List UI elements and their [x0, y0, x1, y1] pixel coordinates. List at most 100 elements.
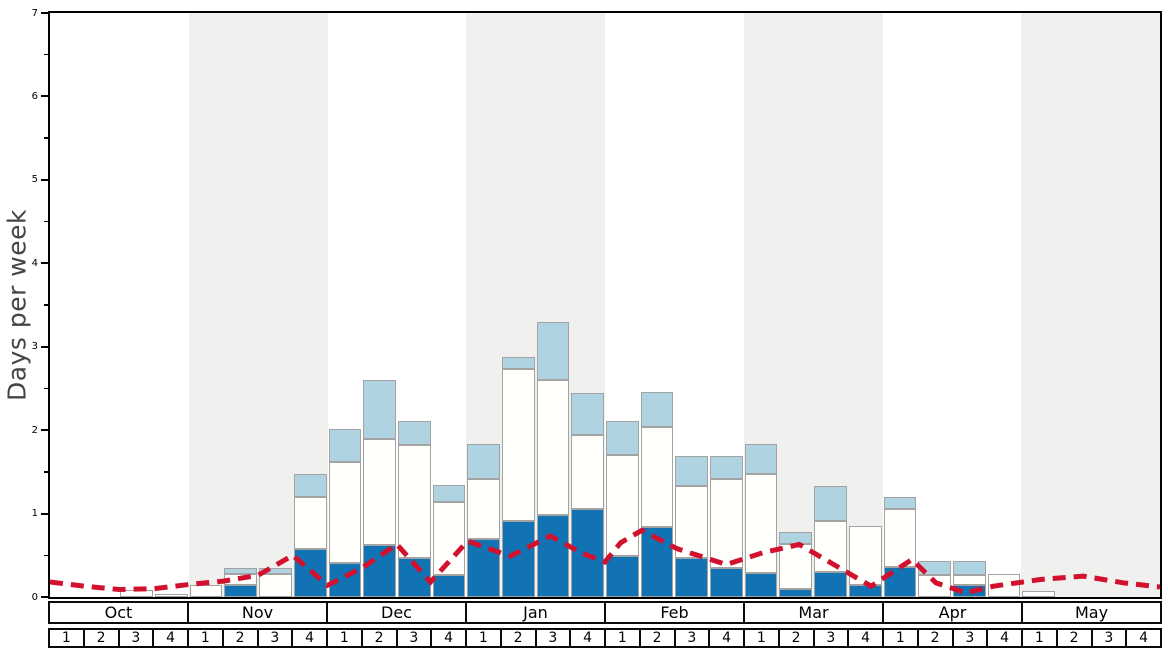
bar-segment-light-blue-days: [952, 561, 986, 576]
bar-segment-white-days: [640, 426, 674, 527]
week-label: 3: [951, 630, 987, 646]
bar-segment-light-blue-days: [293, 474, 327, 497]
y-axis-label: Days per week: [2, 209, 32, 401]
y-minor-tick: [44, 53, 48, 56]
bar-segment-light-blue-days: [640, 391, 674, 427]
bar-segment-white-days: [155, 593, 188, 597]
week-label: 4: [291, 630, 326, 646]
bar-segment-white-days: [571, 435, 604, 510]
y-tick-label: 2: [31, 424, 38, 436]
bar-segment-white-days: [779, 543, 813, 589]
bar-segment-dark-blue-days: [606, 556, 639, 597]
week-label: 1: [882, 630, 917, 646]
y-major-tick: [41, 178, 48, 181]
bar-segment-white-days: [675, 486, 709, 558]
bar-segment-dark-blue-days: [571, 509, 604, 597]
week-label: 4: [152, 630, 187, 646]
bar-segment-dark-blue-days: [710, 567, 743, 597]
bar-segment-white-days: [467, 479, 500, 539]
bar-segment-white-days: [189, 585, 223, 597]
red-dashed-polyline: [50, 527, 1160, 596]
week-label: 3: [534, 630, 570, 646]
week-label: 1: [465, 630, 500, 646]
week-label: 2: [1055, 630, 1091, 646]
month-label-feb: Feb: [604, 603, 743, 622]
y-major-tick: [41, 95, 48, 98]
week-label: 3: [812, 630, 848, 646]
month-band-may: [1021, 13, 1160, 597]
bar-segment-white-days: [744, 474, 778, 573]
bar-segment-white-days: [952, 575, 986, 586]
week-label: 2: [499, 630, 535, 646]
bar-segment-light-blue-days: [501, 356, 535, 370]
y-tick-label: 7: [31, 7, 38, 19]
bar-segment-light-blue-days: [883, 496, 917, 509]
bar-segment-light-blue-days: [744, 443, 778, 475]
week-label: 1: [61, 630, 71, 646]
red-dashed-line: [50, 527, 1160, 596]
y-tick-label: 5: [31, 174, 38, 186]
week-label: 1: [326, 630, 361, 646]
y-major-tick: [41, 345, 48, 348]
bar-segment-light-blue-days: [259, 567, 292, 574]
bar-segment-white-days: [501, 369, 535, 522]
bar-segment-light-blue-days: [224, 567, 258, 574]
y-major-tick: [41, 596, 48, 598]
bar-segment-light-blue-days: [536, 321, 570, 381]
bar-segment-white-days: [363, 438, 396, 546]
bar-segment-light-blue-days: [397, 420, 431, 446]
week-label: 2: [360, 630, 396, 646]
bar-segment-white-days: [328, 461, 362, 563]
bar-segment-dark-blue-days: [432, 575, 466, 597]
week-label: 3: [395, 630, 431, 646]
bar-segment-light-blue-days: [710, 456, 743, 479]
week-label: 4: [430, 630, 465, 646]
bar-segment-light-blue-days: [467, 444, 500, 480]
bar-segment-white-days: [883, 508, 917, 567]
bar-segment-dark-blue-days: [363, 545, 396, 597]
bar-segment-white-days: [293, 496, 327, 550]
y-tick-label: 0: [31, 591, 38, 603]
month-label-nov: Nov: [187, 603, 326, 622]
week-label: 4: [1125, 630, 1160, 646]
bar-segment-dark-blue-days: [779, 588, 813, 597]
week-label: 1: [743, 630, 778, 646]
week-label: 2: [221, 630, 257, 646]
bar-segment-dark-blue-days: [536, 515, 570, 597]
week-label: 4: [847, 630, 882, 646]
bar-segment-dark-blue-days: [814, 571, 847, 597]
week-label: 4: [986, 630, 1021, 646]
bar-segment-light-blue-days: [363, 380, 396, 439]
month-axis-row: Oct Nov Dec Jan Feb Mar Apr May: [48, 601, 1162, 624]
week-label: 2: [82, 630, 118, 646]
bar-segment-white-days: [397, 445, 431, 558]
week-label: 3: [1090, 630, 1126, 646]
bar-segment-dark-blue-days: [675, 557, 709, 597]
red-dashed-line-layer: [50, 13, 1160, 597]
bar-segment-light-blue-days: [432, 485, 466, 502]
y-major-tick: [41, 262, 48, 265]
y-tick-label: 4: [31, 257, 38, 269]
bar-segment-white-days: [536, 380, 570, 516]
y-tick-label: 3: [31, 341, 38, 353]
bar-segment-light-blue-days: [675, 456, 709, 487]
bar-segment-white-days: [710, 478, 743, 568]
y-minor-tick: [44, 220, 48, 223]
y-minor-tick: [44, 554, 48, 557]
bar-segment-light-blue-days: [571, 393, 604, 436]
y-tick-label: 1: [31, 508, 38, 520]
bar-segment-dark-blue-days: [744, 572, 778, 597]
week-label: 4: [569, 630, 604, 646]
bar-segment-white-days: [1022, 591, 1055, 597]
week-label: 1: [187, 630, 222, 646]
y-minor-tick: [44, 387, 48, 390]
month-label-apr: Apr: [882, 603, 1021, 622]
y-major-tick: [41, 429, 48, 432]
bar-segment-white-days: [259, 573, 292, 597]
month-label-jan: Jan: [465, 603, 604, 622]
week-label: 1: [604, 630, 639, 646]
week-label: 3: [117, 630, 153, 646]
y-minor-tick: [44, 304, 48, 306]
bar-segment-light-blue-days: [606, 420, 639, 456]
